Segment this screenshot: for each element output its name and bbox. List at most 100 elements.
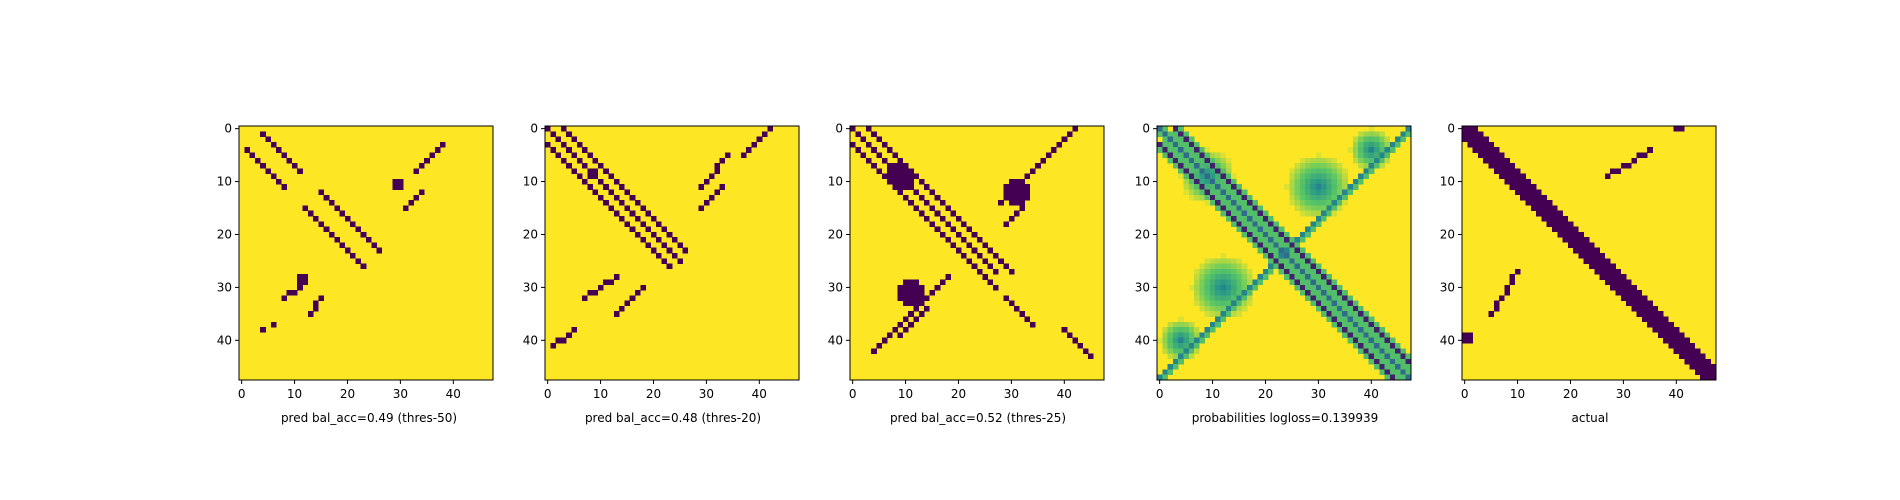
heatmap-cell	[666, 231, 673, 238]
heatmap-cell	[1252, 284, 1258, 291]
heatmap-cell	[397, 178, 404, 185]
heatmap-cell	[1215, 178, 1221, 185]
heatmap-cell	[1167, 147, 1174, 153]
heatmap-cell	[1504, 178, 1510, 185]
heatmap-cell	[1331, 279, 1338, 286]
heatmap-cell	[1589, 247, 1595, 254]
heatmap-cell	[582, 147, 588, 153]
heatmap-cell	[1347, 327, 1354, 333]
heatmap-cell	[871, 348, 877, 354]
heatmap-cell	[276, 178, 282, 185]
heatmap-cell	[1551, 205, 1558, 211]
heatmap-cell	[902, 284, 909, 291]
heatmap-cell	[1477, 131, 1484, 137]
heatmap-cell	[1236, 263, 1242, 270]
heatmap-cell	[1562, 231, 1569, 238]
heatmap-cell	[1215, 194, 1221, 201]
heatmap-cell	[1499, 168, 1505, 174]
heatmap-cell	[1493, 305, 1500, 312]
heatmap-cell	[1514, 168, 1521, 174]
heatmap-cell	[334, 237, 340, 243]
heatmap-cell	[1199, 295, 1205, 301]
heatmap-cell	[1567, 226, 1574, 233]
heatmap-cell	[339, 210, 346, 217]
heatmap-cell	[1231, 184, 1237, 190]
heatmap-cell	[1541, 194, 1547, 201]
heatmap-cell	[1620, 274, 1627, 280]
heatmap-cell	[1172, 348, 1179, 354]
heatmap-cell	[1178, 163, 1184, 169]
heatmap-cell	[1467, 136, 1473, 143]
heatmap-cell	[1246, 210, 1253, 217]
heatmap-cell	[597, 284, 604, 291]
heatmap-cell	[719, 184, 726, 190]
heatmap-cell	[1231, 210, 1237, 217]
heatmap-cell	[571, 168, 578, 174]
heatmap-cell	[1604, 268, 1611, 275]
heatmap-cell	[1499, 173, 1505, 180]
heatmap-cell	[887, 332, 893, 338]
heatmap-cell	[1499, 157, 1505, 164]
heatmap-cell	[1225, 173, 1232, 180]
heatmap-cell	[1678, 342, 1685, 349]
heatmap-cell	[1194, 279, 1200, 286]
heatmap-cell	[1331, 184, 1338, 190]
heatmap-cell	[897, 332, 904, 338]
heatmap-cell	[1019, 311, 1025, 317]
heatmap-cell	[1710, 369, 1717, 376]
x-tick-label: 10	[898, 387, 913, 401]
heatmap-cell	[1562, 237, 1569, 243]
heatmap-cell	[1326, 305, 1332, 312]
heatmap-cell	[1310, 168, 1317, 174]
heatmap-cell	[1299, 189, 1306, 196]
heatmap-cell	[587, 184, 593, 190]
heatmap-cell	[582, 178, 588, 185]
heatmap-cell	[897, 178, 904, 185]
heatmap-cell	[1008, 194, 1015, 201]
heatmap-cell	[1462, 136, 1468, 143]
heatmap-cell	[645, 210, 652, 217]
heatmap-cell	[1157, 337, 1163, 344]
heatmap-cell	[1215, 168, 1221, 174]
heatmap-cell	[1641, 311, 1648, 317]
heatmap-cell	[1273, 231, 1280, 238]
y-tick-label: 0	[835, 122, 843, 136]
heatmap-cell	[1310, 221, 1317, 227]
heatmap-cell	[587, 168, 593, 174]
heatmap-cell	[908, 178, 914, 185]
heatmap-cell	[1347, 305, 1354, 312]
heatmap-cell	[1305, 210, 1311, 217]
heatmap-cell	[1610, 168, 1616, 174]
heatmap-cell	[1326, 200, 1332, 206]
heatmap-cell	[323, 226, 330, 233]
heatmap-cell	[1246, 290, 1253, 296]
heatmap-cell	[1209, 173, 1216, 180]
heatmap-cell	[371, 242, 377, 249]
heatmap-cell	[1641, 295, 1648, 301]
heatmap-cell	[1321, 290, 1327, 296]
heatmap-cell	[1310, 279, 1317, 286]
y-tick-label: 20	[523, 227, 538, 241]
heatmap-cell	[850, 126, 856, 132]
heatmap-cell	[265, 136, 272, 143]
heatmap-cell	[897, 163, 904, 169]
heatmap-cell	[1178, 141, 1184, 148]
heatmap-cell	[913, 290, 920, 296]
heatmap-cell	[286, 290, 293, 296]
heatmap-cell	[634, 231, 641, 238]
heatmap-cell	[397, 184, 404, 190]
heatmap-cell	[1220, 295, 1227, 301]
heatmap-cell	[1636, 300, 1643, 307]
heatmap-cell	[1294, 242, 1301, 249]
heatmap-cell	[1162, 136, 1168, 143]
heatmap-cell	[1236, 184, 1242, 190]
heatmap-cell	[1321, 284, 1327, 291]
heatmap-cell	[1477, 141, 1484, 148]
heatmap-cell	[1241, 295, 1248, 301]
heatmap-cell	[1509, 279, 1516, 286]
heatmap-cell	[1257, 226, 1264, 233]
x-tick-label: 40	[752, 387, 767, 401]
heatmap-cell	[1019, 184, 1025, 190]
heatmap-cell	[950, 226, 957, 233]
heatmap-cell	[587, 290, 593, 296]
